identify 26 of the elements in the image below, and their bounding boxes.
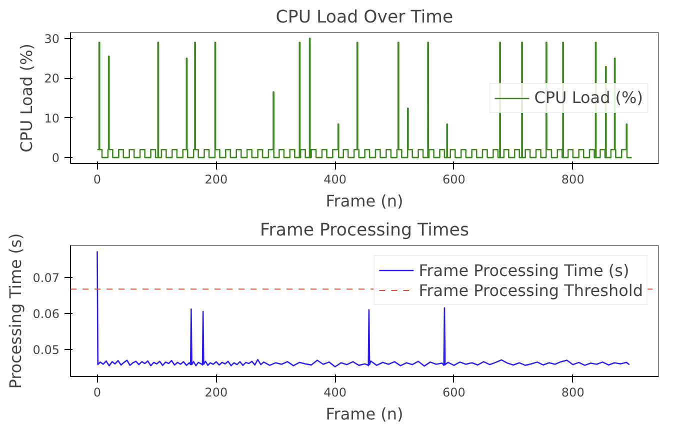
x-tick-label: 600	[442, 172, 466, 186]
x-tick-label: 800	[561, 386, 584, 400]
x-tick-label: 200	[204, 386, 228, 400]
y-tick-label: 10	[44, 111, 60, 126]
y-tick-label: 0.06	[32, 306, 60, 321]
chart-title: Frame Processing Times	[260, 220, 469, 240]
x-axis-title: Frame (n)	[326, 404, 404, 424]
legend-label: CPU Load (%)	[534, 88, 643, 107]
ref-line-label: Frame Processing Threshold	[418, 280, 643, 300]
x-tick-label: 0	[93, 172, 102, 186]
x-tick-label: 400	[324, 172, 347, 186]
x-axis-title: Frame (n)	[326, 192, 404, 210]
y-axis-title: Processing Time (s)	[6, 233, 25, 389]
y-axis-title: CPU Load (%)	[17, 44, 36, 152]
x-tick-label: 800	[561, 172, 584, 186]
y-tick-label: 0.07	[32, 270, 60, 285]
chart-title: CPU Load Over Time	[276, 8, 454, 28]
y-tick-label: 0.05	[32, 342, 60, 357]
x-tick-label: 0	[93, 386, 102, 400]
x-tick-label: 200	[204, 172, 228, 186]
x-tick-label: 600	[442, 386, 466, 400]
y-tick-label: 0	[52, 151, 60, 166]
y-tick-label: 30	[44, 32, 60, 46]
legend-label: Frame Processing Time (s)	[418, 260, 630, 280]
x-tick-label: 400	[324, 386, 347, 400]
y-tick-label: 20	[44, 72, 60, 86]
